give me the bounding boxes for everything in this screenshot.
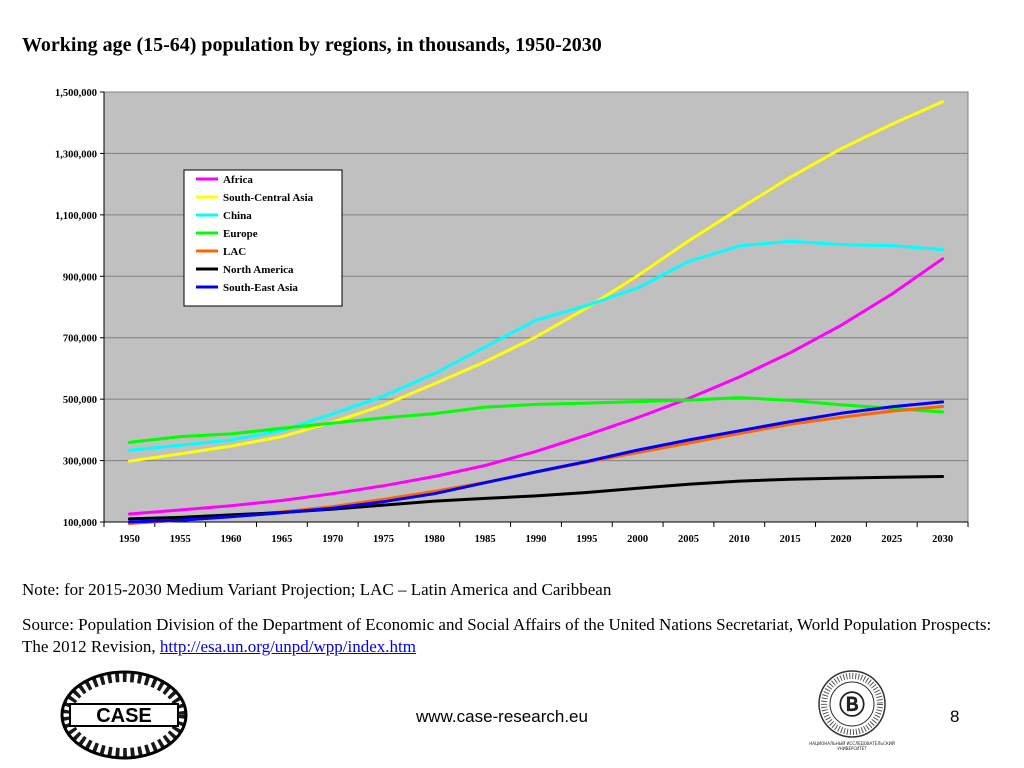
y-tick-label: 1,100,000 [55, 211, 97, 222]
x-tick-label: 1970 [322, 534, 343, 545]
x-axis: 1950 1955 1960 1965 1970 1975 1980 1985 1990 1995… [103, 521, 969, 545]
x-tick-label: 2030 [932, 534, 953, 545]
x-tick-label: 1960 [221, 534, 242, 545]
y-tick-label: 300,000 [63, 457, 97, 468]
x-tick-label: 2005 [678, 534, 699, 545]
page-title: Working age (15-64) population by region… [22, 34, 602, 56]
y-axis: 100,000 300,000 500,000 700,000 900,000 1,100… [55, 88, 105, 529]
y-tick-label: 1,500,000 [55, 88, 97, 99]
legend-label: Africa [223, 174, 253, 186]
legend-label: Europe [223, 228, 258, 240]
hse-logo: Ⓑ [818, 670, 886, 738]
legend-label: South-Central Asia [223, 192, 314, 204]
svg-text:Ⓑ: Ⓑ [839, 690, 865, 721]
x-tick-label: 1950 [119, 534, 140, 545]
y-tick-label: 700,000 [63, 334, 97, 345]
legend-box [183, 169, 343, 307]
footnote: Note: for 2015-2030 Medium Variant Proje… [22, 580, 612, 599]
legend-label: South-East Asia [223, 282, 298, 294]
source-link[interactable]: http://esa.un.org/unpd/wpp/index.htm [159, 637, 416, 656]
legend-label: China [223, 210, 252, 222]
x-tick-label: 2015 [780, 534, 801, 545]
x-tick-label: 1975 [373, 534, 394, 545]
x-tick-label: 1985 [475, 534, 496, 545]
x-tick-label: 2020 [830, 534, 851, 545]
x-tick-label: 2025 [881, 534, 902, 545]
series-line-china [127, 239, 945, 452]
hse-caption: НАЦИОНАЛЬНЫЙ ИССЛЕДОВАТЕЛЬСКИЙ УНИВЕРСИТ… [809, 741, 895, 751]
series-line-south-central-asia [127, 100, 945, 463]
case-logo-text: CASE [96, 705, 152, 727]
legend: Africa South-Central Asia China Europe LAC No… [183, 169, 343, 307]
x-tick-label: 1980 [424, 534, 445, 545]
x-tick-label: 1965 [271, 534, 292, 545]
case-logo: CASE [60, 670, 188, 760]
line-chart: 100,000 300,000 500,000 700,000 900,000 1,100… [55, 88, 969, 545]
x-tick-label: 1990 [526, 534, 547, 545]
y-tick-label: 1,300,000 [55, 149, 97, 160]
page-number: 8 [950, 707, 960, 726]
y-tick-label: 500,000 [63, 395, 97, 406]
plot-area [104, 92, 968, 522]
series-line-europe [127, 396, 945, 444]
x-tick-label: 1995 [576, 534, 597, 545]
legend-label: LAC [223, 246, 246, 258]
series-line-south-east-asia [127, 400, 945, 524]
footer-url: www.case-research.eu [416, 707, 588, 726]
x-tick-label: 2000 [627, 534, 648, 545]
source-label: Source: Population Division of the Depar… [22, 615, 992, 656]
series-line-africa [127, 257, 945, 516]
x-tick-label: 2010 [729, 534, 750, 545]
x-tick-label: 1955 [170, 534, 191, 545]
series-lines [127, 100, 945, 525]
y-tick-label: 100,000 [63, 518, 97, 529]
legend-label: North America [223, 264, 294, 276]
y-tick-label: 900,000 [63, 272, 97, 283]
source-text: Source: Population Division of the Depar… [22, 614, 1002, 658]
